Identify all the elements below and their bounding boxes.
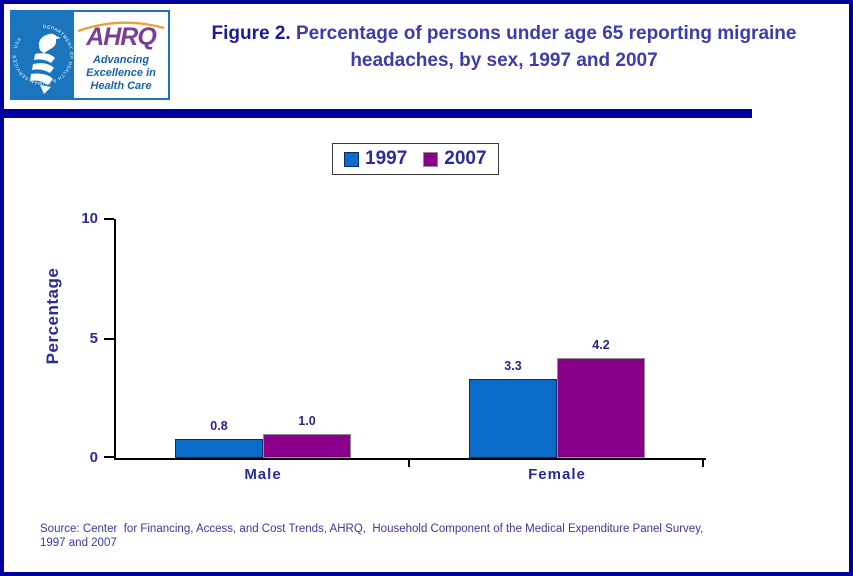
ahrq-logo: DEPARTMENT OF HEALTH & HUMAN SERVICES · … xyxy=(10,10,170,100)
bar-male-2007 xyxy=(263,434,351,458)
hhs-eagle-icon: DEPARTMENT OF HEALTH & HUMAN SERVICES · … xyxy=(12,24,73,94)
y-axis-title: Percentage xyxy=(43,267,62,365)
ahrq-acronym: AHRQ xyxy=(86,22,157,51)
x-tick-mark xyxy=(702,458,704,467)
ahrq-tagline: Advancing Excellence in Health Care xyxy=(86,53,156,92)
ahrq-wordmark: AHRQ xyxy=(75,20,167,54)
chart-legend: 1997 2007 xyxy=(332,143,499,175)
legend-item-2007: 2007 xyxy=(423,148,487,170)
category-label-female: Female xyxy=(528,466,586,483)
header-divider-bar xyxy=(4,109,752,118)
figure-title-text: Percentage of persons under age 65 repor… xyxy=(296,23,797,71)
y-tick-mark xyxy=(104,338,114,340)
logo-text-block: AHRQ Advancing Excellence in Health Care xyxy=(74,12,168,98)
bar-female-1997 xyxy=(469,379,557,458)
figure-title: Figure 2. Percentage of persons under ag… xyxy=(189,20,819,74)
orange-arc-icon xyxy=(77,21,165,32)
x-axis-line xyxy=(114,458,706,460)
source-note: Source: Center for Financing, Access, an… xyxy=(40,523,704,549)
legend-swatch-icon xyxy=(423,151,439,167)
legend-label: 2007 xyxy=(444,148,487,169)
bar-male-1997 xyxy=(175,439,263,458)
y-tick-label: 5 xyxy=(89,330,98,347)
y-tick-label: 10 xyxy=(81,210,98,227)
bar-female-2007 xyxy=(557,358,645,458)
hhs-seal: DEPARTMENT OF HEALTH & HUMAN SERVICES · … xyxy=(12,12,74,98)
y-tick-mark xyxy=(104,456,114,458)
bar-value-label: 1.0 xyxy=(298,414,316,428)
plot-area: 0 5 10 0.8 1.0 Male 3.3 4.2 Female xyxy=(81,210,706,483)
bar-value-label: 4.2 xyxy=(592,338,610,352)
category-label-male: Male xyxy=(244,466,282,483)
bar-value-label: 0.8 xyxy=(210,419,228,433)
figure-number: Figure 2. xyxy=(211,23,291,44)
y-tick-mark xyxy=(104,218,114,220)
y-axis-line xyxy=(114,219,116,460)
y-tick-label: 0 xyxy=(89,449,98,466)
legend-swatch-icon xyxy=(344,151,359,167)
bar-value-label: 3.3 xyxy=(504,359,522,373)
legend-label: 1997 xyxy=(365,148,408,169)
legend-item-1997: 1997 xyxy=(344,148,407,170)
x-tick-mark xyxy=(408,458,410,467)
